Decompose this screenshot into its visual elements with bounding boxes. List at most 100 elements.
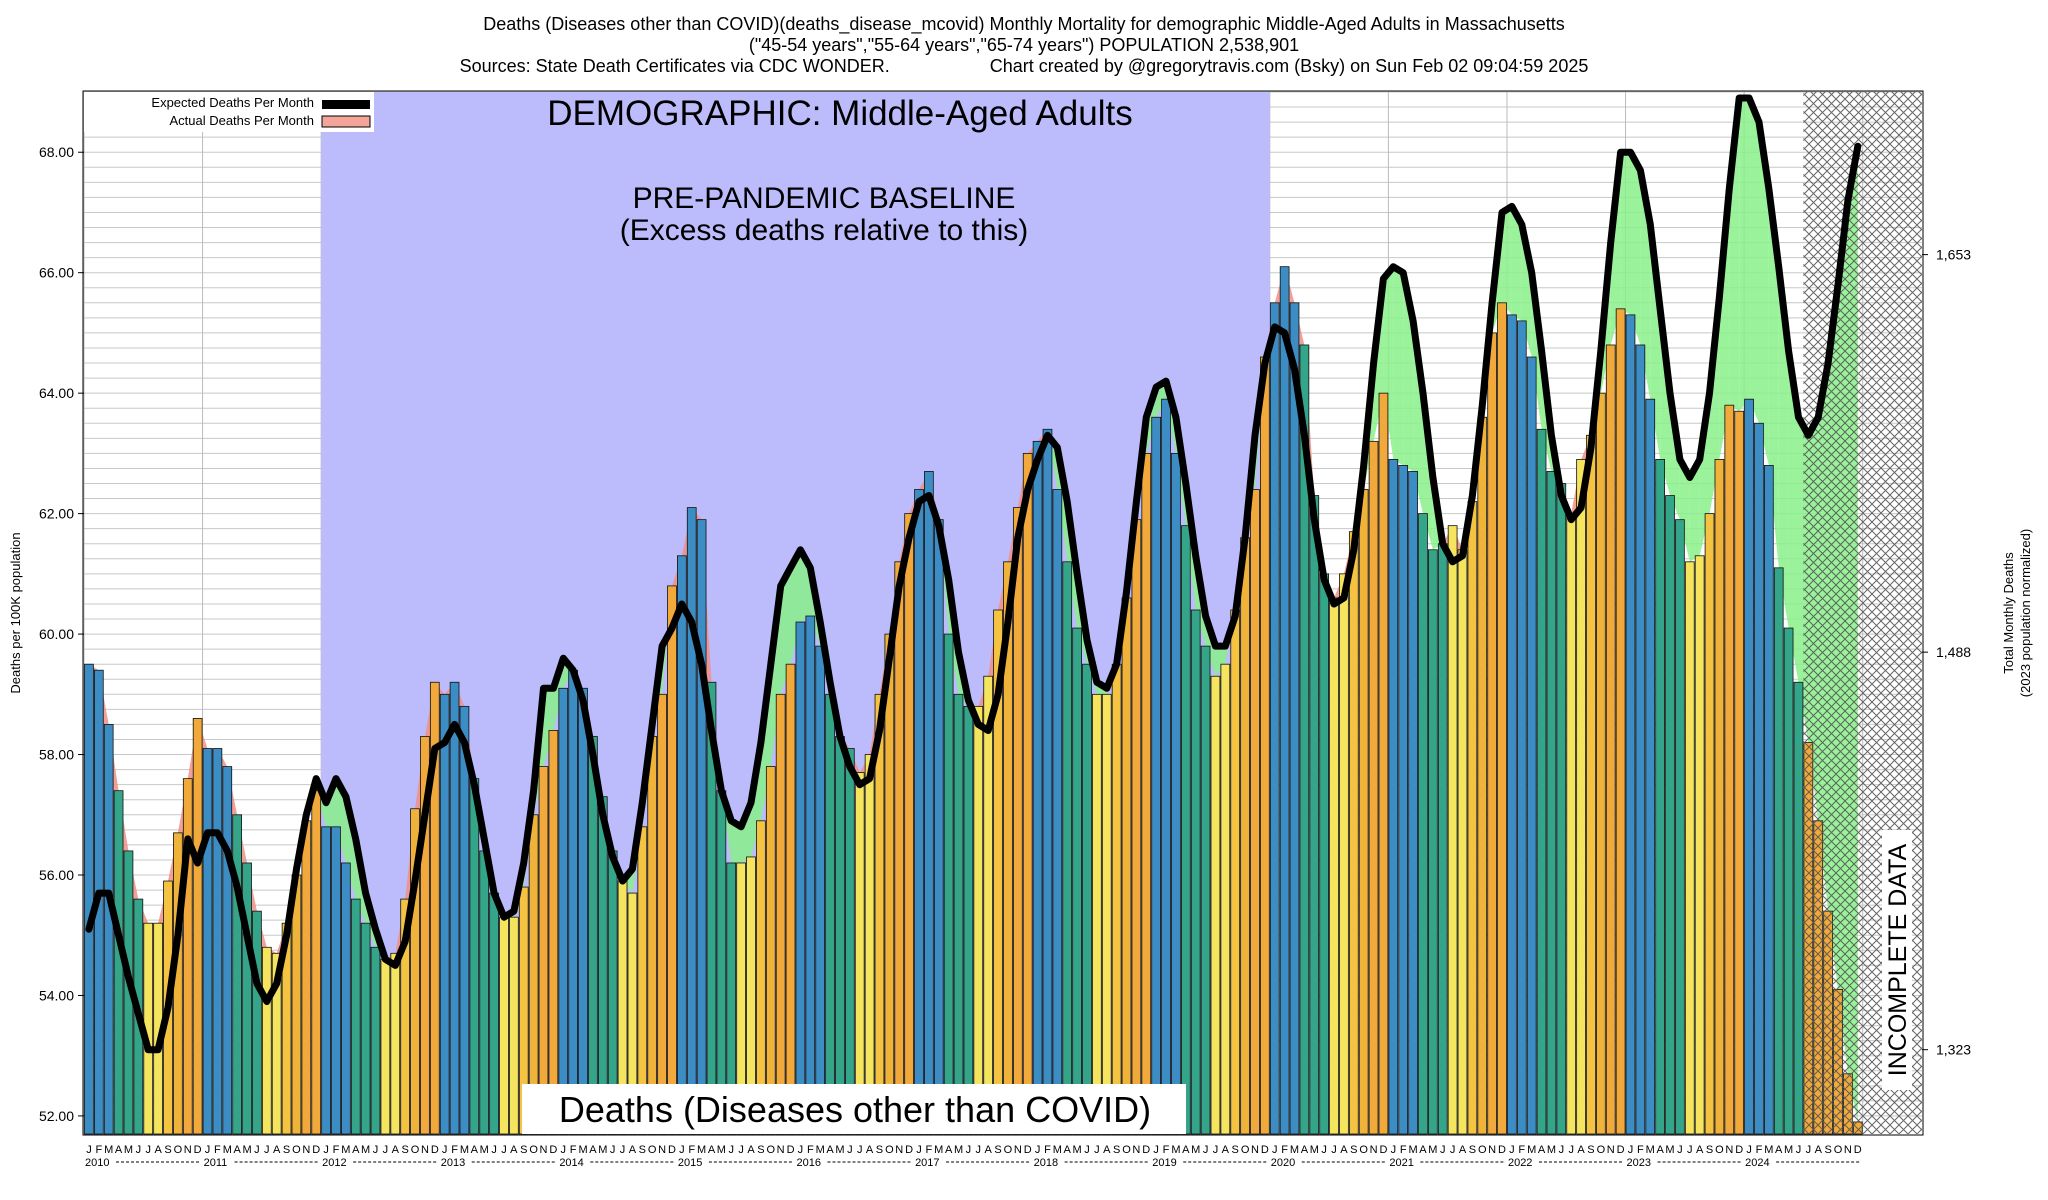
y-axis-left: 52.00 54.00 56.00 58.00 60.00 62.00 64.00 66.00…	[39, 144, 84, 1124]
bar-month	[775, 693, 786, 1135]
bar-month	[1012, 507, 1023, 1135]
x-month-label: S	[401, 1144, 408, 1156]
bar-month	[420, 736, 430, 1135]
y-tick-label: 52.00	[39, 1108, 74, 1124]
excess-fill-segment	[1719, 188, 1730, 460]
bar-month	[1457, 549, 1468, 1135]
x-month-label: M	[1527, 1144, 1536, 1156]
x-month-label: O	[1241, 1144, 1250, 1156]
x-month-label: J	[1806, 1144, 1812, 1156]
bar-month	[370, 946, 381, 1135]
x-year-label: 2011	[204, 1157, 228, 1169]
x-month-label: F	[333, 1144, 340, 1156]
bar-month	[1072, 627, 1082, 1135]
y-axis-right-label-1: Total Monthly Deaths	[2001, 552, 2016, 674]
bar-month	[1447, 525, 1458, 1135]
x-month-label: J	[679, 1144, 685, 1156]
x-month-label: S	[1350, 1144, 1357, 1156]
x-month-label: A	[352, 1144, 360, 1156]
bar-month	[410, 808, 420, 1135]
bar-month	[1358, 489, 1369, 1135]
bar-month	[835, 736, 845, 1135]
bar-month	[1299, 344, 1310, 1135]
x-month-label: A	[1775, 1144, 1783, 1156]
bar-month	[252, 910, 262, 1135]
bar-month	[1704, 513, 1715, 1135]
bar-month	[1141, 452, 1152, 1135]
x-month-label: D	[1854, 1144, 1862, 1156]
bar-month	[1596, 392, 1606, 1135]
x-month-label: S	[876, 1144, 883, 1156]
x-month-label: J	[620, 1144, 626, 1156]
bar-month	[1744, 398, 1754, 1135]
x-month-label: F	[1281, 1144, 1288, 1156]
y-axis-right: 1,323 1,488 1,653	[1922, 247, 1971, 1058]
incomplete-data-label: INCOMPLETE DATA	[1884, 843, 1912, 1076]
bar-month	[311, 790, 322, 1135]
x-month-label: J	[729, 1144, 735, 1156]
x-month-label: J	[738, 1144, 744, 1156]
x-month-label: A	[1656, 1144, 1664, 1156]
excess-fill-segment	[1502, 206, 1512, 315]
bar-month	[677, 555, 687, 1135]
x-month-label: J	[916, 1144, 922, 1156]
bar-month	[904, 513, 914, 1135]
bar-month	[854, 772, 865, 1135]
legend-swatch-actual	[321, 115, 371, 128]
x-month-label: A	[1577, 1144, 1585, 1156]
bar-month	[84, 663, 94, 1135]
bar-month	[1714, 459, 1725, 1135]
bar-month	[1408, 471, 1418, 1135]
bar-month	[1348, 531, 1359, 1135]
x-month-label: F	[1044, 1144, 1051, 1156]
x-month-label: N	[1370, 1144, 1378, 1156]
x-month-label: F	[1163, 1144, 1170, 1156]
bar-month	[1754, 422, 1764, 1135]
bar-month	[509, 916, 519, 1135]
x-month-label: M	[717, 1144, 726, 1156]
expected-line-path	[85, 94, 1862, 1054]
x-month-label: S	[1587, 1144, 1594, 1156]
x-month-label: O	[885, 1144, 894, 1156]
bar-month	[538, 766, 549, 1135]
bar-month	[1101, 693, 1112, 1135]
x-month-label: A	[1064, 1144, 1072, 1156]
y-tick-label: 68.00	[39, 144, 74, 160]
x-month-label: N	[1251, 1144, 1259, 1156]
bar-month	[1151, 416, 1162, 1135]
x-month-label: M	[341, 1144, 350, 1156]
x-month-label: J	[1331, 1144, 1337, 1156]
x-month-label: A	[985, 1144, 993, 1156]
bar-month	[1655, 459, 1665, 1135]
bar-month	[1121, 597, 1132, 1135]
x-month-label: N	[1488, 1144, 1496, 1156]
bar-month	[1368, 440, 1379, 1135]
legend: Expected Deaths Per Month Actual Deaths …	[84, 92, 374, 132]
bar-month	[943, 633, 954, 1135]
x-month-label: M	[835, 1144, 844, 1156]
x-month-label: A	[233, 1144, 241, 1156]
bar-month	[212, 748, 223, 1135]
excess-fill-segment	[790, 549, 801, 665]
x-month-label: O	[1834, 1144, 1843, 1156]
bar-month	[765, 766, 776, 1135]
bar-month	[1042, 428, 1053, 1135]
bar-month	[647, 736, 658, 1135]
x-month-label: A	[1696, 1144, 1704, 1156]
bar-month	[1161, 398, 1171, 1135]
x-month-label: O	[1478, 1144, 1487, 1156]
x-month-label: M	[1290, 1144, 1299, 1156]
bar-month	[667, 585, 677, 1135]
x-month-label: M	[1053, 1144, 1062, 1156]
x-month-label: M	[104, 1144, 113, 1156]
x-month-label: F	[570, 1144, 577, 1156]
bar-month	[825, 693, 835, 1135]
bar-month	[1516, 320, 1527, 1135]
x-month-label: O	[1715, 1144, 1724, 1156]
x-month-label: J	[1035, 1144, 1041, 1156]
bar-month	[568, 669, 578, 1135]
x-month-label: J	[1568, 1144, 1574, 1156]
excess-fill-segment	[1788, 350, 1799, 683]
bar-month	[1032, 440, 1043, 1135]
